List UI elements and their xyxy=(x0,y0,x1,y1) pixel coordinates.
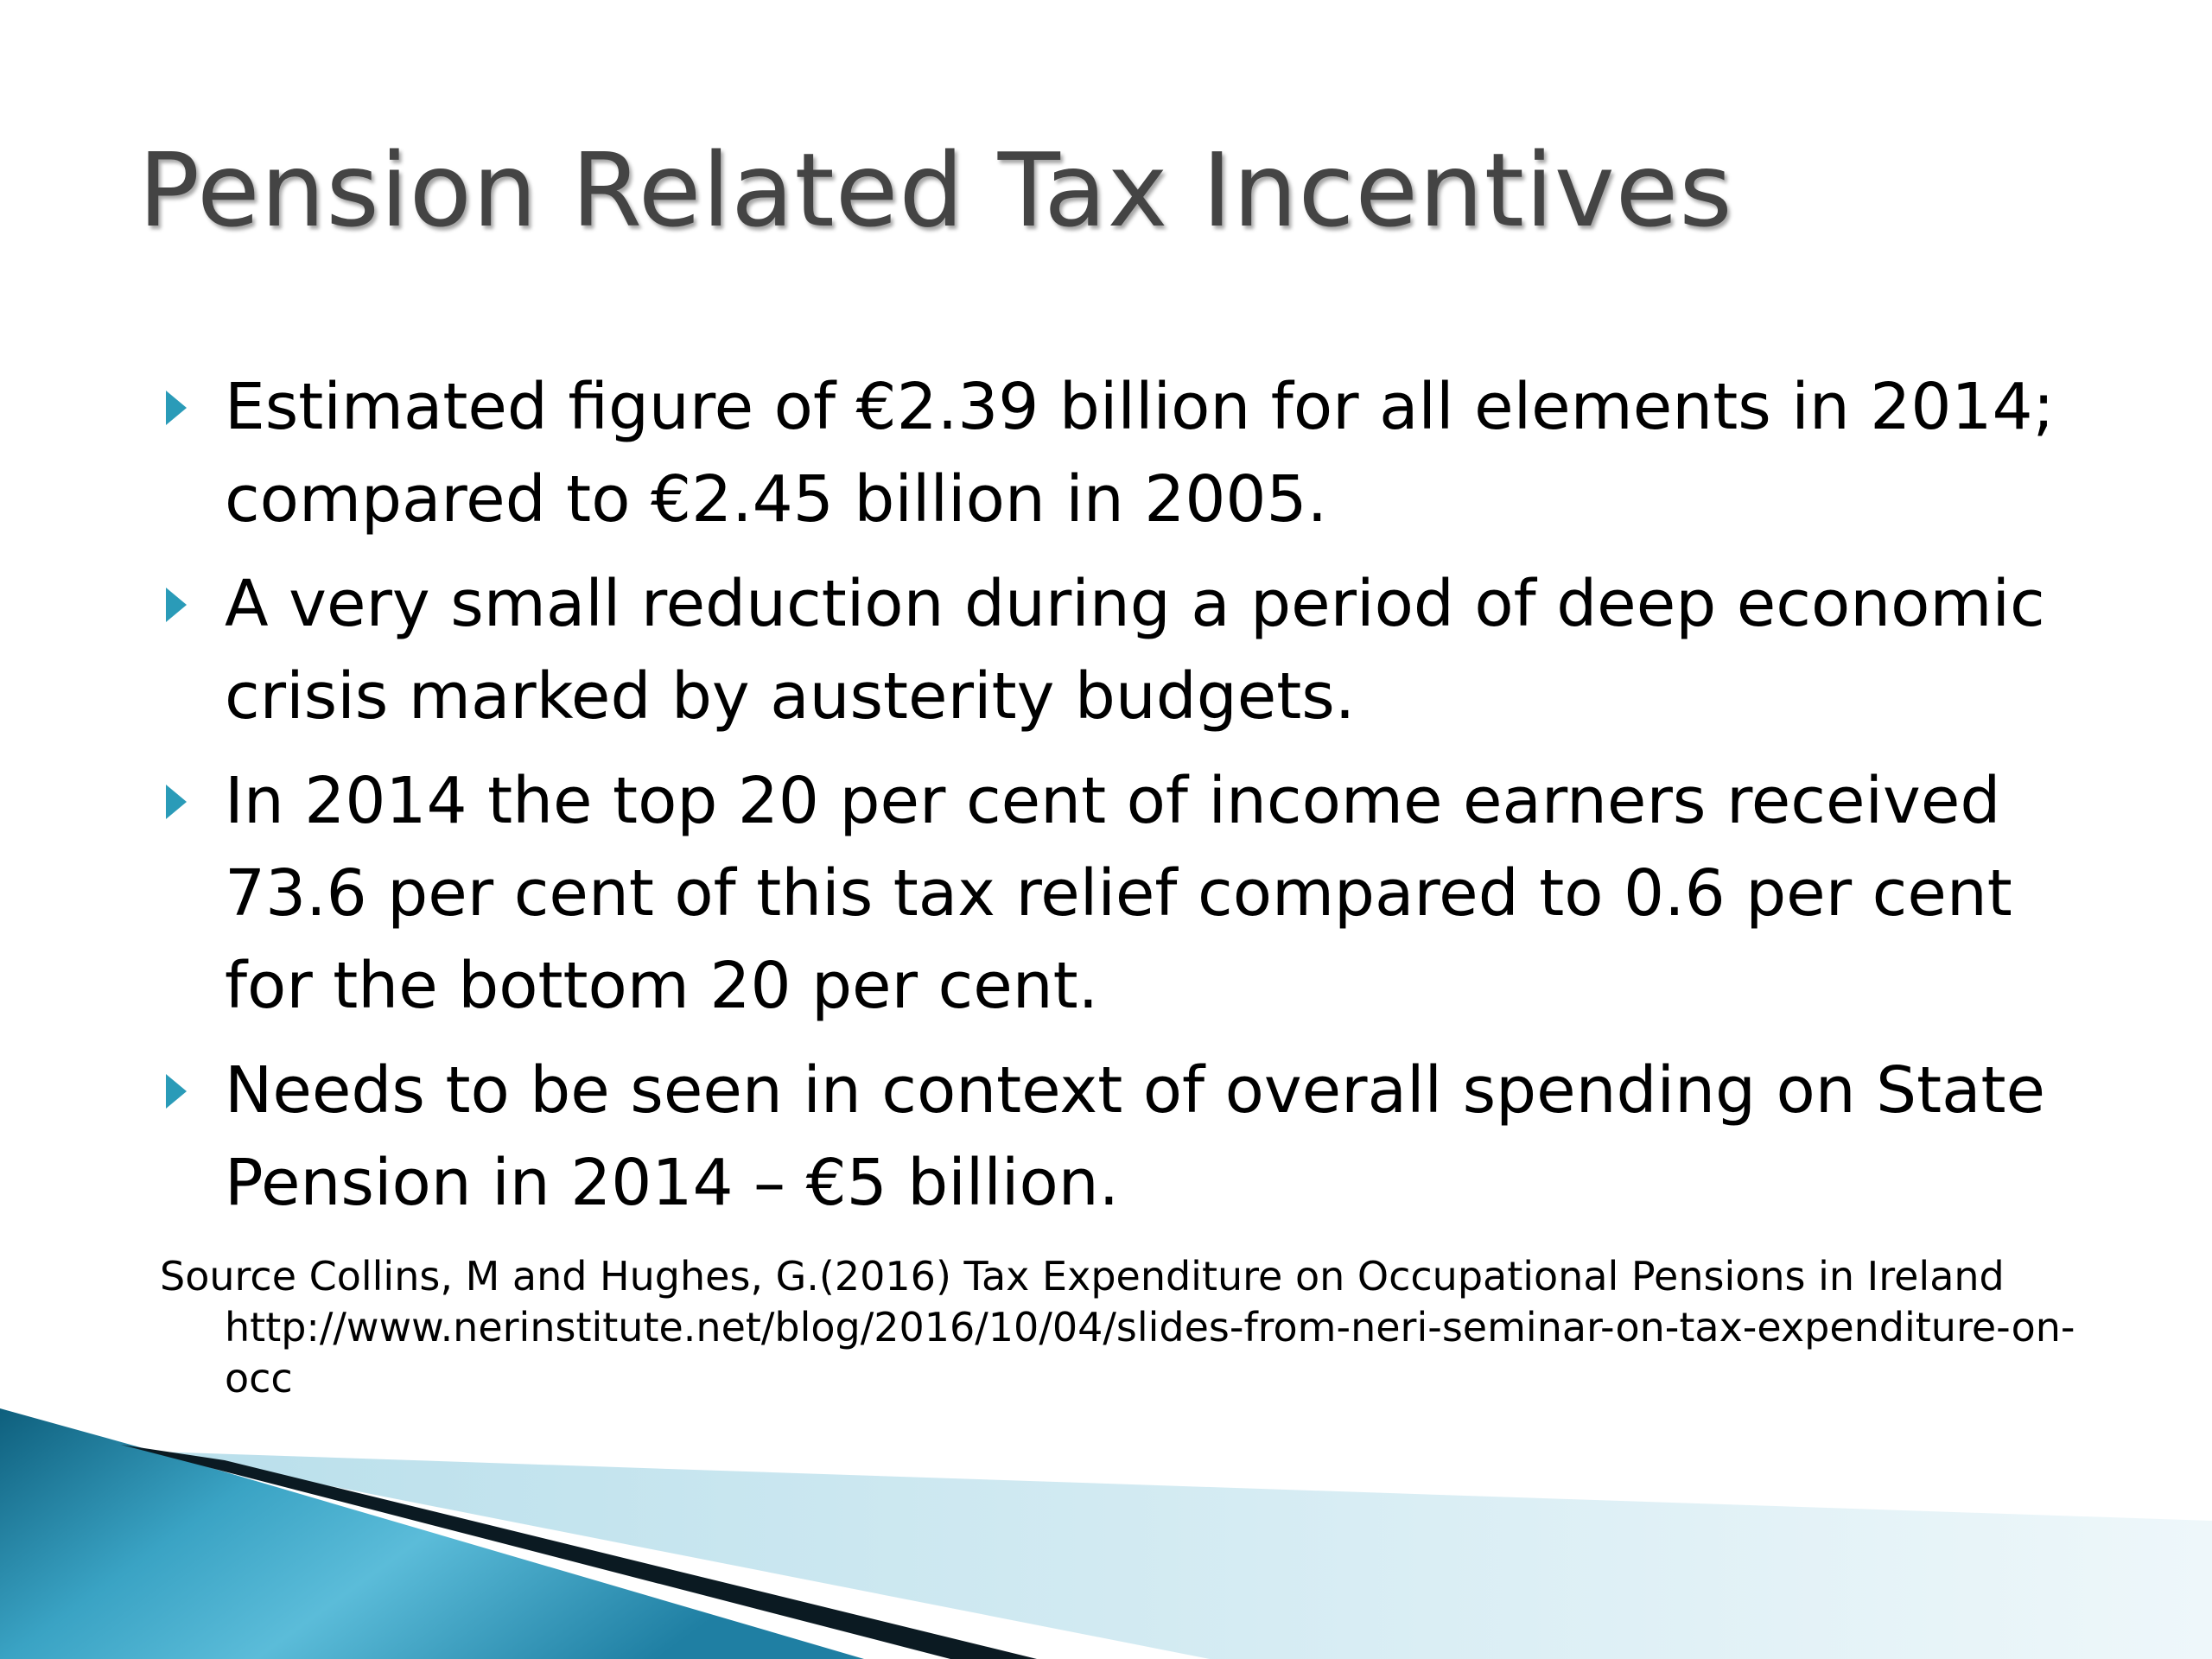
triangle-right-icon xyxy=(166,588,187,622)
source-citation: Source Collins, M and Hughes, G.(2016) T… xyxy=(160,1253,2075,1402)
decor-dark-stripe xyxy=(121,1445,1037,1659)
decor-teal-wedge xyxy=(0,1408,864,1659)
bullet-item: In 2014 the top 20 per cent of income ea… xyxy=(156,755,2100,1033)
bullet-text: In 2014 the top 20 per cent of income ea… xyxy=(225,764,2012,1023)
triangle-right-icon xyxy=(166,785,187,819)
slide-title: Pension Related Tax Incentives xyxy=(138,130,1733,250)
triangle-right-icon xyxy=(166,1074,187,1109)
bullet-item: Needs to be seen in context of overall s… xyxy=(156,1045,2100,1230)
bullet-item: Estimated figure of €2.39 billion for al… xyxy=(156,361,2100,546)
triangle-right-icon xyxy=(166,391,187,425)
bullet-text: A very small reduction during a period o… xyxy=(225,567,2045,734)
bullet-text: Estimated figure of €2.39 billion for al… xyxy=(225,370,2055,537)
bullet-text: Needs to be seen in context of overall s… xyxy=(225,1053,2046,1220)
decor-pale-band xyxy=(156,1452,2212,1659)
bullet-list: Estimated figure of €2.39 billion for al… xyxy=(156,361,2100,1242)
bullet-item: A very small reduction during a period o… xyxy=(156,558,2100,743)
